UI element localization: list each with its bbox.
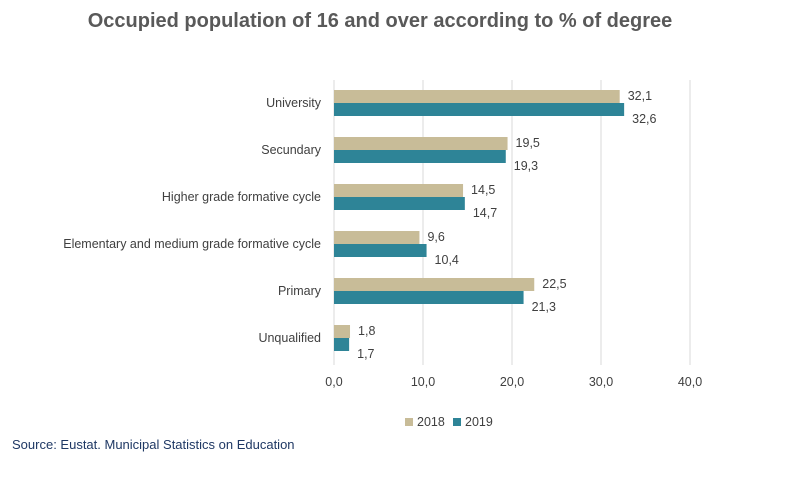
bar-2018 xyxy=(334,90,620,103)
category-label: Elementary and medium grade formative cy… xyxy=(63,237,321,251)
bar-2019 xyxy=(334,291,524,304)
data-label: 22,5 xyxy=(542,277,566,291)
data-label: 1,8 xyxy=(358,324,375,338)
x-tick-label: 40,0 xyxy=(678,375,702,389)
x-tick-label: 20,0 xyxy=(500,375,524,389)
data-label: 1,7 xyxy=(357,347,374,361)
legend: 2018 2019 xyxy=(405,415,493,429)
bar-2018 xyxy=(334,325,351,338)
data-label: 14,5 xyxy=(471,183,495,197)
legend-swatch-2018 xyxy=(405,418,413,426)
bar-2019 xyxy=(334,103,625,116)
data-label: 14,7 xyxy=(473,206,497,220)
bar-2018 xyxy=(334,137,508,150)
bar-2019 xyxy=(334,338,350,351)
x-tick-label: 0,0 xyxy=(325,375,342,389)
x-tick-label: 30,0 xyxy=(589,375,613,389)
bars xyxy=(334,90,625,351)
x-tick-label: 10,0 xyxy=(411,375,435,389)
bar-2019 xyxy=(334,244,427,257)
data-label: 10,4 xyxy=(435,253,459,267)
data-label: 32,6 xyxy=(632,112,656,126)
x-axis-ticks: 0,0 10,0 20,0 30,0 40,0 xyxy=(325,375,702,389)
category-label: Secundary xyxy=(261,143,322,157)
bar-2018 xyxy=(334,278,535,291)
category-label: Higher grade formative cycle xyxy=(162,190,321,204)
data-label: 9,6 xyxy=(427,230,444,244)
legend-swatch-2019 xyxy=(453,418,461,426)
data-labels: 32,1 32,6 19,5 19,3 14,5 14,7 9,6 10,4 22,5 21,3 1… xyxy=(357,89,656,361)
bar-2018 xyxy=(334,231,420,244)
legend-label: 2019 xyxy=(465,415,493,429)
category-label: Unqualified xyxy=(258,331,321,345)
data-label: 19,3 xyxy=(514,159,538,173)
category-labels: University Secundary Higher grade formativ… xyxy=(63,96,322,345)
data-label: 21,3 xyxy=(532,300,556,314)
source-note: Source: Eustat. Municipal Statistics on … xyxy=(12,437,295,452)
bar-2019 xyxy=(334,197,465,210)
data-label: 32,1 xyxy=(628,89,652,103)
gridlines xyxy=(333,80,691,365)
legend-label: 2018 xyxy=(417,415,445,429)
category-label: University xyxy=(266,96,322,110)
bar-2019 xyxy=(334,150,506,163)
category-label: Primary xyxy=(278,284,322,298)
bar-2018 xyxy=(334,184,464,197)
chart-title: Occupied population of 16 and over accor… xyxy=(87,10,673,32)
data-label: 19,5 xyxy=(516,136,540,150)
